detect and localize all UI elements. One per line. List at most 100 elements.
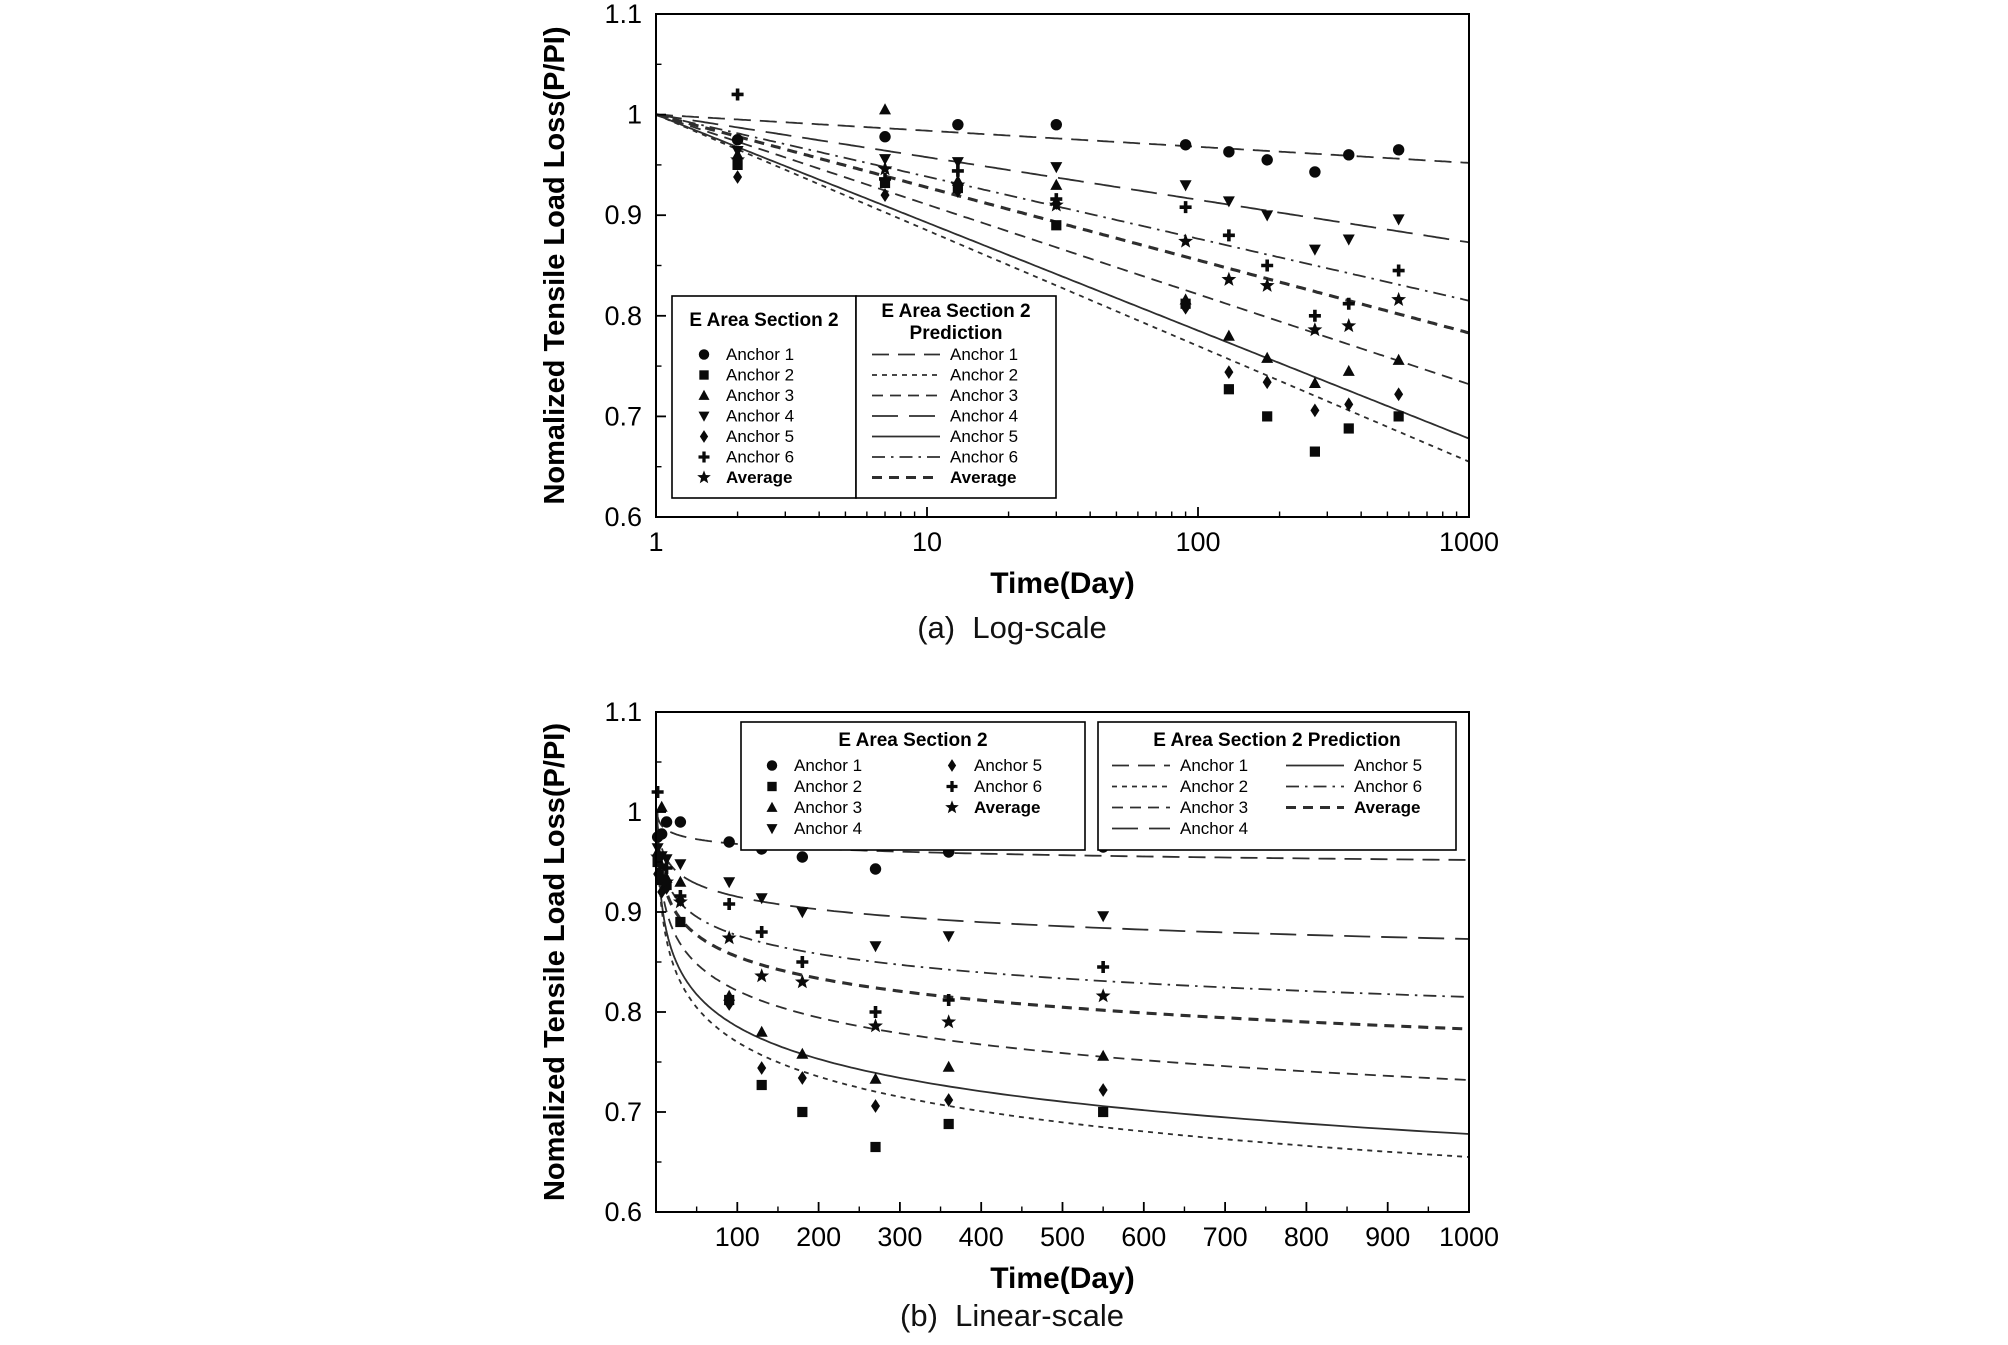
legend-entry-label: Average bbox=[726, 468, 792, 487]
triangle-up-marker bbox=[1261, 351, 1274, 363]
panel-a: 0.6 0.7 0.8 0.9 1 1.1 1 10 100 1000 Time(Day) Nomal… bbox=[539, 0, 1499, 600]
y-tick-label: 1 bbox=[627, 797, 642, 827]
square-marker bbox=[756, 1079, 767, 1091]
diamond-marker bbox=[880, 188, 890, 202]
x-tick-label: 1000 bbox=[1439, 527, 1499, 557]
triangle-down-marker bbox=[1392, 214, 1405, 226]
star-marker bbox=[1048, 197, 1064, 212]
triangle-down-marker bbox=[942, 931, 955, 943]
triangle-down-marker bbox=[731, 146, 744, 158]
legend-entry-label: Anchor 6 bbox=[974, 777, 1042, 796]
triangle-up-marker bbox=[655, 800, 668, 812]
legend-pred-title-line2: Prediction bbox=[910, 323, 1003, 344]
triangle-down-marker bbox=[755, 893, 768, 905]
plus-marker bbox=[946, 781, 958, 792]
prediction-line-anchor-6 bbox=[655, 113, 1470, 302]
triangle-down-marker bbox=[1222, 196, 1235, 208]
star-marker bbox=[1221, 271, 1237, 286]
x-tick-label: 100 bbox=[1175, 527, 1220, 557]
legend-b: E Area Section 2 Anchor 1 Anchor 2 Anchor 3… bbox=[740, 721, 1457, 851]
square-marker bbox=[1051, 220, 1062, 231]
star-marker bbox=[754, 968, 770, 983]
triangle-up-marker bbox=[1308, 376, 1321, 389]
legend-entry-label: Anchor 3 bbox=[726, 386, 794, 405]
square-marker bbox=[732, 159, 743, 170]
diamond-marker bbox=[699, 430, 709, 443]
y-tick-label: 1 bbox=[627, 100, 642, 130]
diamond-marker bbox=[724, 997, 734, 1011]
x-tick-label: 700 bbox=[1203, 1222, 1248, 1252]
plus-marker bbox=[942, 994, 955, 1006]
x-tick-label: 600 bbox=[1121, 1222, 1166, 1252]
triangle-up-marker bbox=[755, 1025, 768, 1037]
legend-entry-label: Anchor 1 bbox=[794, 756, 862, 775]
legend-entry-label: Anchor 5 bbox=[950, 427, 1018, 446]
star-marker bbox=[950, 177, 966, 192]
x-tick-label: 1000 bbox=[1439, 1222, 1499, 1252]
legend-entry-label: Average bbox=[1354, 798, 1420, 817]
star-marker bbox=[654, 858, 670, 873]
star-marker bbox=[794, 974, 810, 989]
circle-marker bbox=[674, 816, 687, 828]
circle-marker bbox=[879, 131, 891, 143]
legend-data-box bbox=[740, 721, 1086, 851]
plus-marker bbox=[1179, 201, 1192, 214]
legend-entry-label: Anchor 2 bbox=[794, 777, 862, 796]
legend-entry-label: Anchor 1 bbox=[726, 345, 794, 364]
plus-marker bbox=[1097, 961, 1110, 973]
star-marker bbox=[659, 874, 674, 889]
plus-marker bbox=[698, 451, 710, 463]
prediction-line-anchor-2 bbox=[655, 113, 1470, 463]
series-anchor-2 bbox=[652, 856, 1109, 1153]
prediction-line-anchor-4 bbox=[655, 113, 1470, 244]
x-tick-label: 1 bbox=[648, 527, 663, 557]
star-marker bbox=[721, 930, 737, 945]
legend-entry-label: Anchor 2 bbox=[950, 366, 1018, 385]
prediction-line-anchor-2 bbox=[655, 812, 1470, 1158]
triangle-down-marker bbox=[1179, 180, 1192, 192]
series-anchor-4 bbox=[731, 146, 1405, 256]
legend-entry-label: Anchor 6 bbox=[726, 448, 794, 467]
prediction-line-average bbox=[655, 113, 1470, 335]
y-tick-label: 0.7 bbox=[604, 401, 642, 431]
triangle-up-marker bbox=[1392, 353, 1405, 365]
y-tick-label: 1.1 bbox=[604, 0, 642, 29]
x-axis-title: Time(Day) bbox=[990, 1262, 1135, 1295]
triangle-down-marker bbox=[766, 824, 778, 835]
legend-entry-label: Anchor 3 bbox=[794, 798, 862, 817]
circle-marker bbox=[952, 118, 964, 131]
legend-entry-label: Average bbox=[974, 798, 1040, 817]
triangle-up-marker bbox=[879, 103, 892, 115]
legend-entry-label: Average bbox=[950, 468, 1016, 487]
triangle-up-marker bbox=[796, 1047, 809, 1059]
triangle-up-marker bbox=[674, 875, 687, 887]
plus-marker bbox=[1342, 297, 1355, 310]
star-marker bbox=[868, 1018, 883, 1033]
triangle-up-marker bbox=[942, 1060, 955, 1072]
x-tick-label: 100 bbox=[715, 1222, 760, 1252]
y-tick-label: 0.9 bbox=[604, 200, 642, 230]
plus-marker bbox=[796, 956, 809, 968]
series-average bbox=[730, 152, 1407, 337]
star-marker bbox=[945, 800, 959, 814]
circle-marker bbox=[796, 851, 809, 863]
triangle-down-marker bbox=[698, 411, 710, 422]
star-marker bbox=[1391, 291, 1407, 307]
square-marker bbox=[1309, 446, 1320, 457]
square-marker bbox=[870, 1141, 881, 1153]
star-marker bbox=[1259, 277, 1275, 292]
triangle-up-marker bbox=[1342, 364, 1355, 376]
series-anchor-6 bbox=[731, 88, 1405, 322]
x-tick-label: 500 bbox=[1040, 1222, 1085, 1252]
star-marker bbox=[1095, 988, 1111, 1003]
plus-marker bbox=[879, 172, 892, 185]
plus-marker bbox=[731, 88, 744, 101]
legend-entry-label: Anchor 3 bbox=[950, 386, 1018, 405]
series-anchor-5 bbox=[733, 170, 1404, 418]
legend-entry-label: Anchor 4 bbox=[950, 407, 1018, 426]
square-marker bbox=[1393, 411, 1404, 422]
triangle-down-marker bbox=[1342, 234, 1355, 246]
prediction-line-anchor-6 bbox=[655, 812, 1470, 998]
legend-pred-title: E Area Section 2 Prediction bbox=[1153, 730, 1400, 751]
